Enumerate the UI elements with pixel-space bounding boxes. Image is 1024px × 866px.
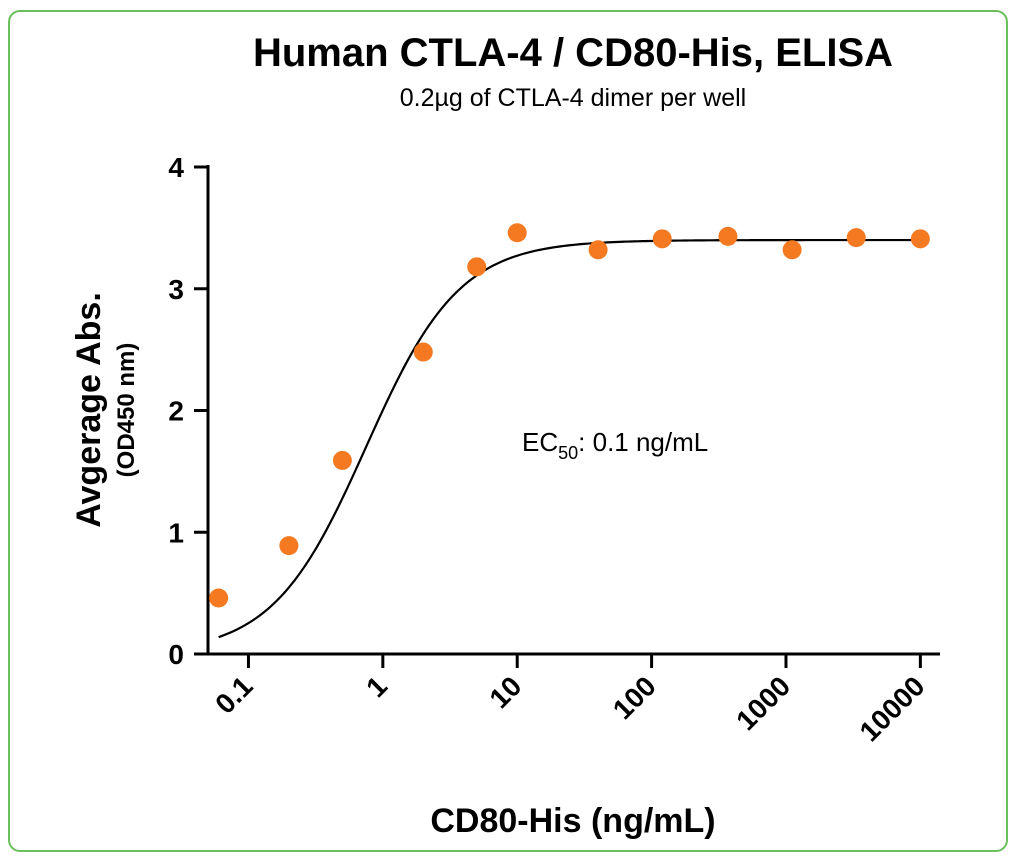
y-tick-label: 3 xyxy=(168,274,184,305)
y-axis-label: Avgerage Abs. xyxy=(70,292,108,528)
data-point xyxy=(846,228,866,248)
y-axis-label-group: Avgerage Abs. (OD450 nm) xyxy=(70,292,140,528)
data-point xyxy=(507,223,527,243)
y-tick-label: 1 xyxy=(168,517,184,548)
y-axis-sublabel: (OD450 nm) xyxy=(113,343,140,478)
data-point xyxy=(209,588,229,608)
y-tick-label: 4 xyxy=(168,152,184,183)
data-point xyxy=(782,240,802,260)
data-point xyxy=(910,229,930,249)
fit-curve-layer xyxy=(218,238,921,639)
chart-title: Human CTLA-4 / CD80-His, ELISA xyxy=(253,31,893,75)
ec50-annotation: EC50: 0.1 ng/mL xyxy=(522,427,708,463)
x-tick-label: 10000 xyxy=(854,670,931,747)
data-point xyxy=(279,536,299,556)
fit-curve xyxy=(218,238,921,639)
x-tick-label: 1000 xyxy=(730,670,796,736)
ec50-subscript: 50 xyxy=(558,443,578,463)
data-point xyxy=(332,450,352,470)
data-point xyxy=(413,342,433,362)
y-tick-label: 2 xyxy=(168,396,184,427)
chart-frame xyxy=(8,10,1008,852)
y-tick-label: 0 xyxy=(168,639,184,670)
ec50-prefix: EC xyxy=(522,427,558,457)
x-tick-label: 10 xyxy=(484,670,528,714)
chart-subtitle: 0.2µg of CTLA-4 dimer per well xyxy=(400,84,746,112)
x-tick-label: 1 xyxy=(360,670,393,703)
x-axis-label: CD80-His (ng/mL) xyxy=(430,802,715,840)
x-tick-label: 0.1 xyxy=(209,670,258,719)
data-point xyxy=(467,257,487,277)
data-point xyxy=(652,229,672,249)
data-point xyxy=(588,240,608,260)
data-point xyxy=(718,226,738,246)
data-points xyxy=(209,223,930,608)
ec50-suffix: : 0.1 ng/mL xyxy=(578,427,708,457)
x-tick-label: 100 xyxy=(607,670,662,725)
